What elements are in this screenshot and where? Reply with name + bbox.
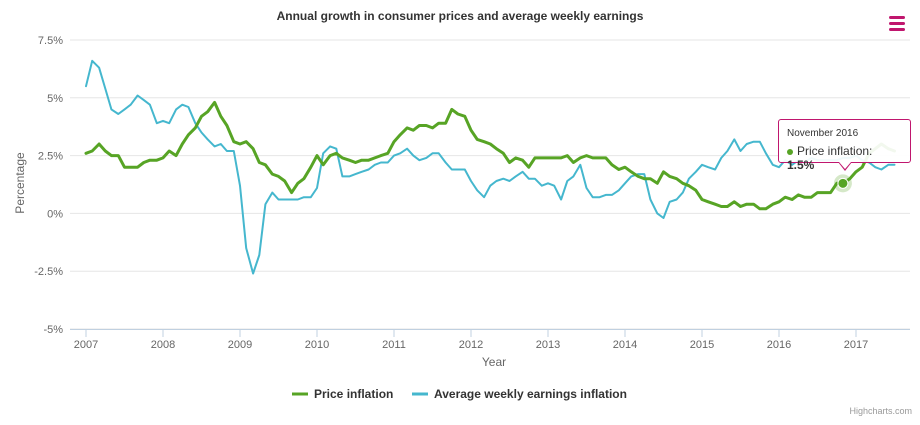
x-tick-label: 2016	[767, 339, 791, 351]
earnings-inflation-line[interactable]	[85, 59, 896, 275]
tooltip-date: November 2016	[787, 128, 859, 139]
grid-lines	[70, 39, 910, 330]
legend: Price inflation Average weekly earnings …	[292, 387, 627, 401]
x-tick-label: 2013	[536, 339, 560, 351]
y-tick-label: -5%	[43, 324, 63, 336]
tooltip-arrow-inner	[839, 162, 851, 169]
price-inflation-line[interactable]	[84, 100, 896, 211]
legend-label-earnings-inflation: Average weekly earnings inflation	[434, 387, 627, 401]
legend-item-price-inflation[interactable]: Price inflation	[292, 387, 393, 401]
x-axis-title: Year	[482, 355, 506, 369]
x-tick-label: 2011	[382, 339, 406, 351]
y-tick-label: 0%	[47, 208, 63, 220]
x-tick-label: 2012	[459, 339, 483, 351]
hover-point[interactable]	[837, 177, 849, 189]
y-tick-label: 5%	[47, 93, 63, 105]
tooltip-series-label: Price inflation:	[797, 144, 873, 158]
menu-bar-middle	[889, 22, 905, 25]
x-tick-label: 2014	[613, 339, 637, 351]
x-tick-label: 2015	[690, 339, 714, 351]
x-axis: 2007 2008 2009 2010 2011 2012 2013 2014 2015 2016…	[70, 329, 910, 351]
x-tick-label: 2008	[151, 339, 175, 351]
y-axis-title: Percentage	[13, 152, 27, 214]
menu-bar-top	[889, 16, 905, 19]
legend-label-price-inflation: Price inflation	[314, 387, 393, 401]
credits-link[interactable]: Highcharts.com	[849, 406, 912, 416]
hamburger-menu-icon[interactable]	[884, 10, 910, 34]
x-tick-label: 2017	[844, 339, 868, 351]
y-tick-label: 7.5%	[38, 35, 63, 47]
tooltip-series-dot	[787, 148, 793, 155]
y-tick-label: -2.5%	[34, 266, 63, 278]
y-tick-label: 2.5%	[38, 151, 63, 163]
menu-bar-bottom	[889, 28, 905, 31]
chart-title: Annual growth in consumer prices and ave…	[277, 9, 644, 23]
tooltip-value: 1.5%	[787, 158, 815, 172]
series-layer	[84, 59, 896, 275]
tooltip: November 2016 Price inflation: 1.5%	[778, 119, 911, 172]
y-axis: -5% -2.5% 0% 2.5% 5% 7.5%	[34, 35, 63, 336]
hover-marker-layer	[833, 174, 852, 193]
legend-item-earnings-inflation[interactable]: Average weekly earnings inflation	[412, 387, 627, 401]
x-tick-label: 2007	[74, 339, 98, 351]
x-tick-label: 2009	[228, 339, 252, 351]
x-tick-label: 2010	[305, 339, 329, 351]
